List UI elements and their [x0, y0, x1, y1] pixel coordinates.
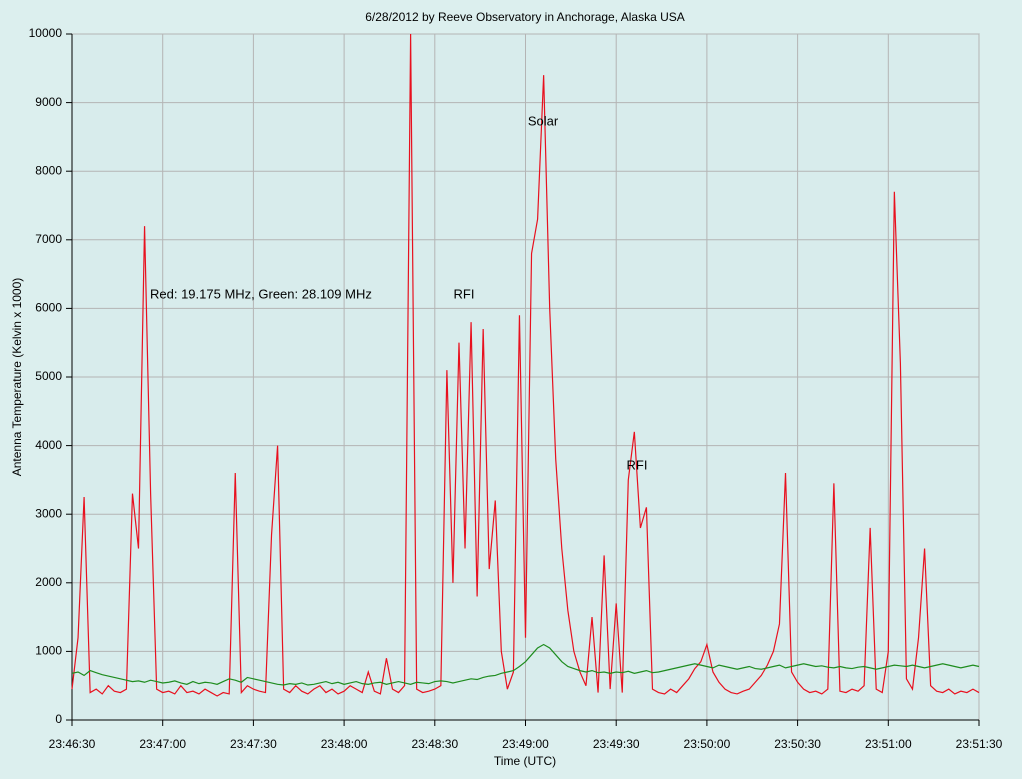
x-tick-label: 23:51:30 [956, 737, 1003, 751]
series-line [71, 33, 980, 697]
annotation: Red: 19.175 MHz, Green: 28.109 MHz [150, 286, 372, 301]
x-tick-label: 23:50:30 [774, 737, 821, 751]
x-tick-label: 23:48:30 [411, 737, 458, 751]
y-tick-label: 3000 [35, 506, 62, 520]
annotation: RFI [454, 286, 475, 301]
x-tick-label: 23:48:00 [321, 737, 368, 751]
annotation: Solar [528, 113, 559, 128]
x-tick-label: 23:47:30 [230, 737, 277, 751]
y-tick-label: 8000 [35, 163, 62, 177]
y-tick-label: 1000 [35, 644, 62, 658]
y-tick-label: 10000 [29, 26, 63, 40]
y-tick-label: 0 [55, 712, 62, 726]
x-tick-label: 23:51:00 [865, 737, 912, 751]
y-tick-label: 5000 [35, 369, 62, 383]
x-axis-label: Time (UTC) [494, 754, 556, 768]
y-tick-label: 4000 [35, 438, 62, 452]
x-tick-label: 23:46:30 [49, 737, 96, 751]
y-tick-label: 7000 [35, 232, 62, 246]
series-line [71, 643, 980, 686]
x-tick-label: 23:47:00 [139, 737, 186, 751]
x-tick-label: 23:49:30 [593, 737, 640, 751]
y-axis-label: Antenna Temperature (Kelvin x 1000) [10, 278, 24, 477]
y-tick-label: 6000 [35, 301, 62, 315]
annotation: RFI [627, 457, 648, 472]
chart-title: 6/28/2012 by Reeve Observatory in Anchor… [365, 10, 685, 24]
x-tick-label: 23:50:00 [684, 737, 731, 751]
y-tick-label: 9000 [35, 95, 62, 109]
y-tick-label: 2000 [35, 575, 62, 589]
x-tick-label: 23:49:00 [502, 737, 549, 751]
